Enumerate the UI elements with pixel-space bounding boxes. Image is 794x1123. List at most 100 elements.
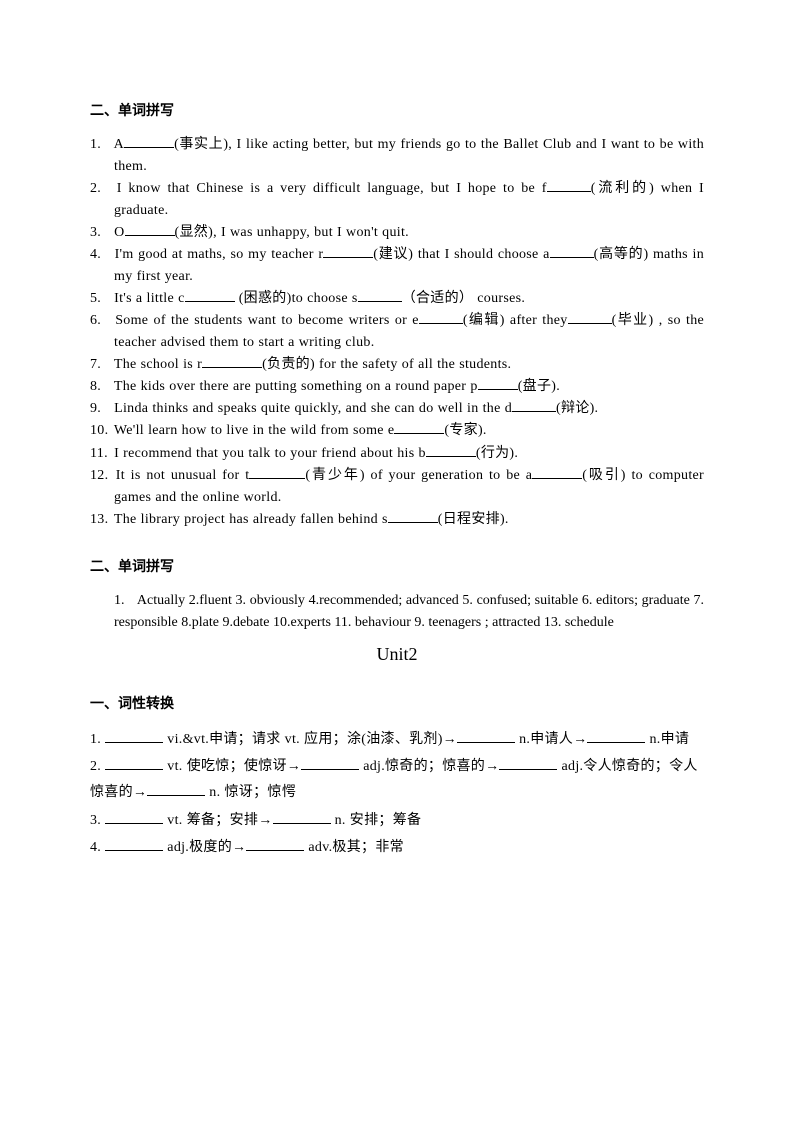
hint-text: (编辑) (463, 313, 505, 328)
answer-text: Actually 2.fluent 3. obviously 4.recomme… (114, 593, 704, 630)
fill-blank[interactable] (512, 398, 556, 412)
hint-text: (事实上) (174, 137, 228, 152)
question-item: 7. The school is r (负责的) for the safety o… (90, 354, 704, 376)
conversion-item: 3. vt. 筹备；安排→ n. 安排；筹备 (90, 808, 704, 835)
item-number: 10. (90, 420, 110, 442)
fill-blank[interactable] (105, 837, 163, 851)
text-segment: vt. 筹备；安排→ (163, 813, 272, 828)
conversion-item: 2. vt. 使吃惊；使惊讶→ adj.惊奇的；惊喜的→ adj.令人惊奇的；令… (90, 754, 704, 807)
fill-blank[interactable] (457, 729, 515, 743)
item-number: 8. (90, 376, 110, 398)
fill-blank[interactable] (419, 310, 463, 324)
hint-text: (行为). (476, 446, 518, 461)
question-item: 3. O(显然), I was unhappy, but I won't qui… (90, 222, 704, 244)
hint-text: (吸引) (582, 468, 625, 483)
item-number: 11. (90, 443, 110, 465)
section-3-title: 一、词性转换 (90, 693, 704, 713)
text-post: for the safety of all the students. (315, 357, 511, 372)
fill-blank[interactable] (125, 222, 175, 236)
hint-text: (盘子) (518, 379, 557, 394)
fill-blank[interactable] (185, 288, 235, 302)
text-segment: vi.&vt.申请；请求 vt. 应用；涂(油漆、乳剂)→ (163, 732, 457, 747)
text-pre: Linda thinks and speaks quite quickly, a… (114, 401, 512, 416)
fill-blank[interactable] (478, 376, 518, 390)
hint-text: (困惑的) (235, 291, 292, 306)
fill-blank[interactable] (550, 244, 594, 258)
item-number: 7. (90, 354, 110, 376)
hint-text: (负责的) (262, 357, 315, 372)
text-segment: n.申请 (645, 732, 689, 747)
text-mid: that I should choose a (413, 247, 549, 262)
fill-blank[interactable] (105, 729, 163, 743)
section-2-title: 二、单词拼写 (90, 556, 704, 576)
question-item: 4. I'm good at maths, so my teacher r(建议… (90, 244, 704, 287)
conversion-item: 4. adj.极度的→ adv.极其；非常 (90, 835, 704, 862)
fill-blank[interactable] (547, 178, 591, 192)
fill-blank[interactable] (394, 420, 444, 434)
fill-blank[interactable] (246, 837, 304, 851)
fill-blank[interactable] (323, 244, 373, 258)
word-spelling-list: 1. A(事实上), I like acting better, but my … (90, 134, 704, 530)
fill-blank[interactable] (273, 810, 331, 824)
text-pre: O (114, 225, 124, 240)
fill-blank[interactable] (426, 443, 476, 457)
question-item: 13. The library project has already fall… (90, 509, 704, 531)
question-item: 6. Some of the students want to become w… (90, 310, 704, 353)
text-pre: The kids over there are putting somethin… (114, 379, 478, 394)
item-number: 1. (90, 732, 105, 747)
text-mid: of your generation to be a (365, 468, 532, 483)
item-number: 5. (90, 288, 110, 310)
text-segment: adj.极度的→ (163, 840, 246, 855)
text-segment: n. 惊讶；惊愕 (205, 785, 296, 800)
hint-text: (青少年) (305, 468, 364, 483)
text-pre: We'll learn how to live in the wild from… (114, 423, 395, 438)
hint-text: (高等的) (594, 247, 649, 262)
text-pre: The library project has already fallen b… (114, 512, 388, 527)
item-number: 6. (90, 310, 110, 332)
question-item: 9. Linda thinks and speaks quite quickly… (90, 398, 704, 420)
text-segment: adj.惊奇的；惊喜的→ (359, 759, 499, 774)
hint-text: (毕业) (612, 313, 654, 328)
fill-blank[interactable] (301, 756, 359, 770)
text-pre: The school is r (114, 357, 202, 372)
text-pre: It's a little c (114, 291, 185, 306)
fill-blank[interactable] (249, 465, 305, 479)
text-pre: I recommend that you talk to your friend… (114, 446, 426, 461)
text-segment: adv.极其；非常 (304, 840, 404, 855)
fill-blank[interactable] (358, 288, 402, 302)
fill-blank[interactable] (202, 354, 262, 368)
hint-text: (日程安排). (438, 512, 509, 527)
fill-blank[interactable] (499, 756, 557, 770)
question-item: 1. A(事实上), I like acting better, but my … (90, 134, 704, 177)
fill-blank[interactable] (105, 810, 163, 824)
hint-text: (建议) (373, 247, 413, 262)
hint-text: (显然) (175, 225, 214, 240)
fill-blank[interactable] (124, 134, 174, 148)
text-pre: A (114, 137, 124, 152)
answers-block: 1. Actually 2.fluent 3. obviously 4.reco… (90, 590, 704, 633)
text-segment: n.申请人→ (515, 732, 587, 747)
text-segment: vt. 使吃惊；使惊讶→ (163, 759, 301, 774)
text-mid: after they (505, 313, 568, 328)
text-segment: n. 安排；筹备 (331, 813, 422, 828)
unit-title: Unit2 (90, 644, 704, 665)
fill-blank[interactable] (587, 729, 645, 743)
item-number: 2. (90, 178, 110, 200)
fill-blank[interactable] (388, 509, 438, 523)
hint-text: (专家). (444, 423, 486, 438)
item-number: 3. (90, 222, 110, 244)
question-item: 5. It's a little c (困惑的)to choose s（合适的）… (90, 288, 704, 310)
item-number: 13. (90, 509, 110, 531)
text-pre: I'm good at maths, so my teacher r (115, 247, 324, 262)
question-item: 8. The kids over there are putting somet… (90, 376, 704, 398)
fill-blank[interactable] (105, 756, 163, 770)
hint-text: (辩论). (556, 401, 598, 416)
fill-blank[interactable] (147, 782, 205, 796)
question-item: 12. It is not unusual for t(青少年) of your… (90, 465, 704, 508)
item-number: 4. (90, 840, 105, 855)
question-item: 11. I recommend that you talk to your fr… (90, 443, 704, 465)
fill-blank[interactable] (568, 310, 612, 324)
section-1-title: 二、单词拼写 (90, 100, 704, 120)
conversion-item: 1. vi.&vt.申请；请求 vt. 应用；涂(油漆、乳剂)→ n.申请人→ … (90, 727, 704, 754)
fill-blank[interactable] (532, 465, 582, 479)
